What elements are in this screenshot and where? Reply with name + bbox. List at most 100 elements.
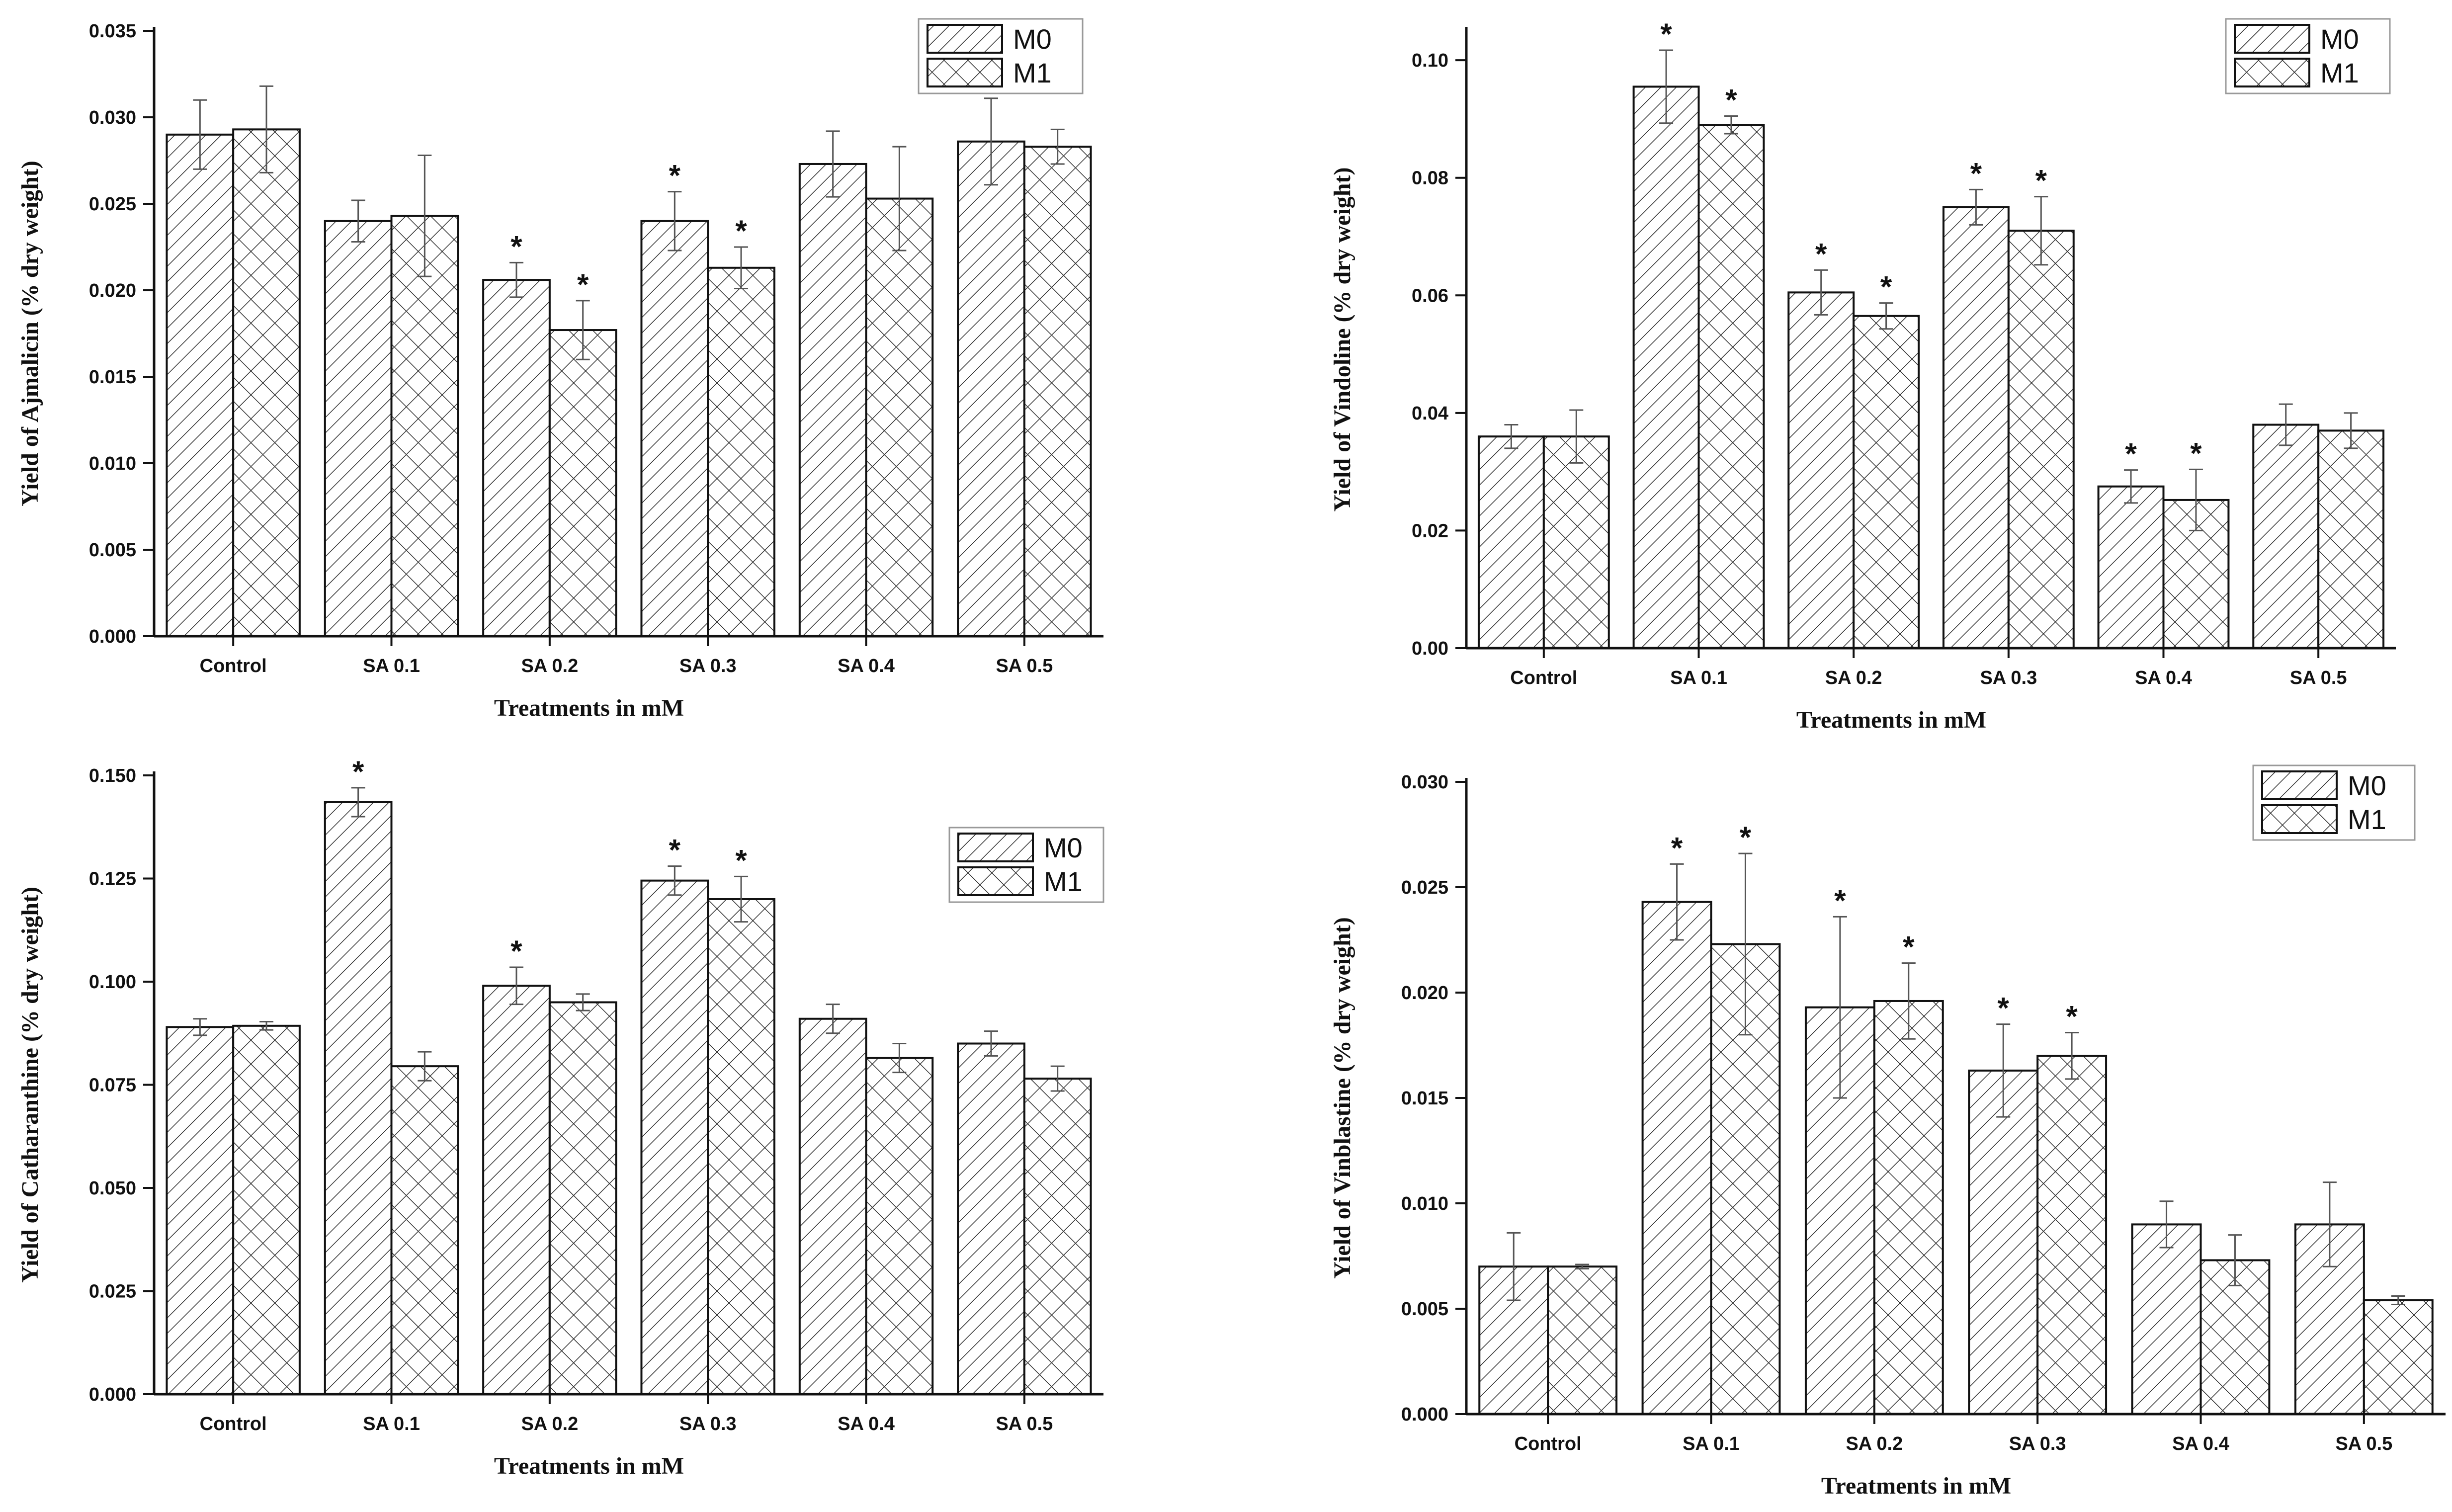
significance-star: * <box>510 934 522 968</box>
legend-swatch-m0 <box>2234 24 2310 54</box>
significance-star: * <box>1815 237 1827 270</box>
bar-m0-2 <box>482 279 551 637</box>
significance-star: * <box>1834 884 1846 917</box>
y-tick-label: 0.015 <box>1401 1088 1448 1109</box>
x-tick-label: SA 0.4 <box>2172 1433 2229 1454</box>
y-tick-label: 0.025 <box>89 194 136 215</box>
x-tick-label: SA 0.2 <box>521 656 578 676</box>
bar-m0-3 <box>640 879 709 1395</box>
legend-swatch-m0 <box>2261 770 2338 800</box>
x-tick-label: SA 0.1 <box>1670 668 1727 688</box>
bar-m1-0 <box>1542 435 1610 650</box>
y-tick-label: 0.035 <box>89 21 136 42</box>
y-tick-label: 0.08 <box>1412 168 1448 189</box>
chart-panel-2: 0.00 0.02 0.04 0.06 0.08 0.10 * * * * * * * * Control S… <box>1329 17 2396 733</box>
y-tick-label: 0.015 <box>89 367 136 388</box>
x-tick-label: SA 0.5 <box>996 1414 1053 1434</box>
x-tick-label: SA 0.4 <box>838 656 895 676</box>
bar-m0-0 <box>166 1026 235 1396</box>
legend-swatch-m1 <box>2234 58 2310 87</box>
significance-star: * <box>735 843 747 877</box>
legend-label-m0: M0 <box>1044 832 1083 863</box>
bar-m1-3 <box>2007 230 2075 649</box>
significance-star: * <box>735 214 747 248</box>
significance-star: * <box>1998 992 2010 1025</box>
x-tick-label: Control <box>200 656 267 676</box>
bar-m0-2 <box>482 985 551 1396</box>
x-tick-label: SA 0.2 <box>521 1414 578 1434</box>
x-tick-label: Control <box>1510 668 1577 688</box>
y-tick-label: 0.005 <box>89 540 136 561</box>
bar-m0-1 <box>324 801 393 1395</box>
chart-panel-4: 0.000 0.005 0.010 0.015 0.020 0.025 0.030 * * * * *… <box>1329 764 2446 1499</box>
legend-label-m1: M1 <box>1013 57 1052 88</box>
bar-m1-1 <box>390 215 459 637</box>
bar-m1-3 <box>2036 1055 2108 1415</box>
bar-m0-1 <box>1632 85 1700 649</box>
y-axis-title: Yield of Vinblastine (% dry weight) <box>1329 917 1355 1279</box>
x-tick-label: SA 0.3 <box>679 1414 737 1434</box>
legend-swatch-m1 <box>957 866 1034 896</box>
x-tick-label: SA 0.4 <box>2135 668 2192 688</box>
bar-m1-2 <box>1853 315 1920 649</box>
x-tick-label: SA 0.4 <box>838 1414 895 1434</box>
significance-star: * <box>2125 437 2137 471</box>
bar-m1-1 <box>390 1065 459 1395</box>
y-tick-label: 0.06 <box>1412 285 1448 306</box>
x-tick-label: Control <box>200 1414 267 1434</box>
y-axis-title: Yield of Catharanthine (% dry weight) <box>17 887 43 1283</box>
bar-m0-2 <box>1787 291 1855 649</box>
y-tick-label: 0.025 <box>89 1281 136 1302</box>
significance-star: * <box>2035 164 2047 197</box>
bar-m0-4 <box>2131 1223 2202 1415</box>
y-tick-label: 0.020 <box>89 280 136 301</box>
bar-m1-3 <box>707 266 775 637</box>
y-tick-label: 0.000 <box>89 1384 136 1405</box>
x-tick-label: SA 0.3 <box>679 656 737 676</box>
y-tick-label: 0.150 <box>89 765 136 786</box>
y-tick-label: 0.000 <box>1401 1404 1448 1425</box>
x-tick-label: SA 0.5 <box>2335 1433 2392 1454</box>
significance-star: * <box>510 230 522 263</box>
bar-m0-5 <box>957 140 1025 638</box>
bar-m1-1 <box>1697 124 1765 649</box>
bar-m0-5 <box>2252 423 2320 649</box>
significance-star: * <box>352 755 364 788</box>
bar-m1-0 <box>1547 1265 1618 1415</box>
y-tick-label: 0.030 <box>1401 772 1448 793</box>
bar-m1-5 <box>1023 1078 1092 1396</box>
legend-swatch-m1 <box>927 58 1003 87</box>
y-tick-label: 0.075 <box>89 1075 136 1096</box>
bar-m0-4 <box>798 163 867 637</box>
significance-star: * <box>669 834 681 867</box>
x-tick-label: SA 0.2 <box>1846 1433 1903 1454</box>
bar-m0-1 <box>324 220 393 637</box>
y-tick-label: 0.125 <box>89 869 136 890</box>
x-axis-title: Treatments in mM <box>1821 1473 2011 1499</box>
y-tick-label: 0.050 <box>89 1178 136 1199</box>
x-tick-label: SA 0.5 <box>996 656 1053 676</box>
y-tick-label: 0.00 <box>1412 638 1448 659</box>
bar-m1-5 <box>2363 1299 2434 1416</box>
bar-m1-2 <box>1873 1000 1944 1415</box>
chart-panel-1: 0.000 0.005 0.010 0.015 0.020 0.025 0.030 0.035… <box>17 18 1103 721</box>
bar-m1-5 <box>2317 429 2385 649</box>
bar-m0-3 <box>1942 206 2010 650</box>
bar-m1-2 <box>548 1001 617 1395</box>
x-tick-label: SA 0.1 <box>363 656 420 676</box>
significance-star: * <box>1903 930 1915 964</box>
charts-root: 0.000 0.005 0.010 0.015 0.020 0.025 0.030 0.035… <box>17 17 2446 1499</box>
legend-label-m1: M1 <box>1044 866 1083 897</box>
x-tick-label: SA 0.3 <box>1980 668 2037 688</box>
y-tick-label: 0.005 <box>1401 1299 1448 1320</box>
bar-m0-5 <box>957 1042 1025 1395</box>
significance-star: * <box>1671 831 1683 864</box>
legend-label-m0: M0 <box>2320 23 2359 55</box>
x-tick-label: SA 0.1 <box>363 1414 420 1434</box>
y-tick-label: 0.04 <box>1412 403 1448 424</box>
significance-star: * <box>1880 270 1892 304</box>
